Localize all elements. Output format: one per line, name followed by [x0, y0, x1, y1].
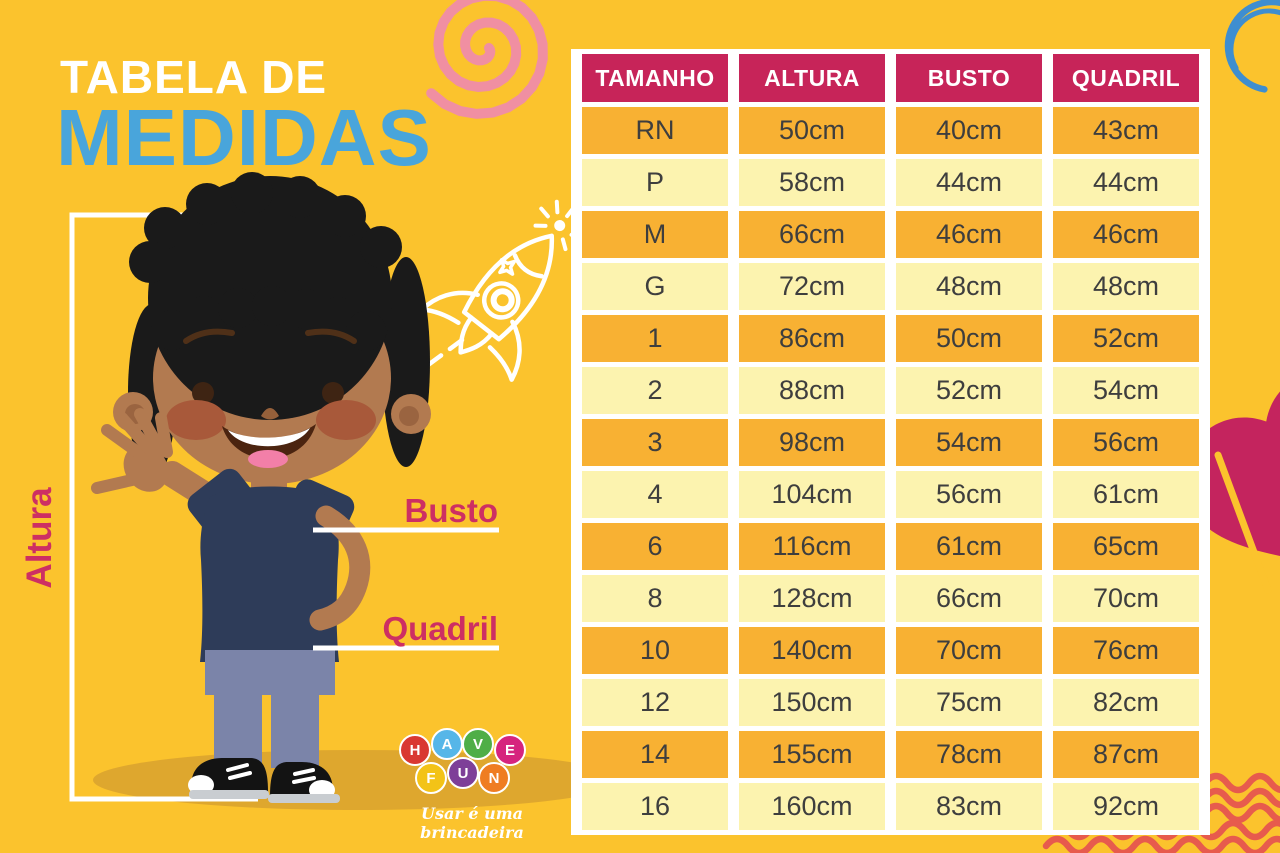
- logo-letter-circle: N: [478, 762, 510, 794]
- hip-cell: 65cm: [1053, 523, 1199, 570]
- hip-cell: 61cm: [1053, 471, 1199, 518]
- bust-label: Busto: [404, 492, 499, 529]
- table-row: P 58cm 44cm 44cm: [582, 159, 1199, 206]
- size-cell: 8: [582, 575, 728, 622]
- bust-cell: 46cm: [896, 211, 1042, 258]
- hip-cell: 56cm: [1053, 419, 1199, 466]
- table-row: 8 128cm 66cm 70cm: [582, 575, 1199, 622]
- table-row: RN 50cm 40cm 43cm: [582, 107, 1199, 154]
- height-cell: 72cm: [739, 263, 885, 310]
- table-header-row: TAMANHO ALTURA BUSTO QUADRIL: [582, 54, 1199, 102]
- logo-letter-circle: F: [415, 762, 447, 794]
- bust-cell: 50cm: [896, 315, 1042, 362]
- heart-icon: [1183, 370, 1280, 594]
- height-cell: 104cm: [739, 471, 885, 518]
- height-cell: 66cm: [739, 211, 885, 258]
- logo-letter-circle: U: [447, 757, 479, 789]
- hip-cell: 54cm: [1053, 367, 1199, 414]
- logo-letter-circle: E: [494, 734, 526, 766]
- table-row: 10 140cm 70cm 76cm: [582, 627, 1199, 674]
- bust-cell: 56cm: [896, 471, 1042, 518]
- size-cell: 1: [582, 315, 728, 362]
- hip-cell: 82cm: [1053, 679, 1199, 726]
- scribble-circle-icon: [1224, 0, 1280, 94]
- header-hip: QUADRIL: [1053, 54, 1199, 102]
- table-row: G 72cm 48cm 48cm: [582, 263, 1199, 310]
- waves-icon: [1042, 772, 1280, 853]
- table-row: M 66cm 46cm 46cm: [582, 211, 1199, 258]
- hip-cell: 92cm: [1053, 783, 1199, 830]
- table-row: 3 98cm 54cm 56cm: [582, 419, 1199, 466]
- size-cell: 14: [582, 731, 728, 778]
- bust-cell: 52cm: [896, 367, 1042, 414]
- hip-cell: 46cm: [1053, 211, 1199, 258]
- height-cell: 86cm: [739, 315, 885, 362]
- size-cell: 6: [582, 523, 728, 570]
- poster-title-line2: MEDIDAS: [56, 93, 432, 182]
- table-row: 6 116cm 61cm 65cm: [582, 523, 1199, 570]
- size-cell: 12: [582, 679, 728, 726]
- height-cell: 140cm: [739, 627, 885, 674]
- height-cell: 50cm: [739, 107, 885, 154]
- bust-cell: 61cm: [896, 523, 1042, 570]
- height-cell: 98cm: [739, 419, 885, 466]
- header-size: TAMANHO: [582, 54, 728, 102]
- logo-letter-circle: V: [462, 728, 494, 760]
- height-cell: 155cm: [739, 731, 885, 778]
- table-row: 16 160cm 83cm 92cm: [582, 783, 1199, 830]
- table-row: 4 104cm 56cm 61cm: [582, 471, 1199, 518]
- logo-tagline: Usar é uma brincadeira: [420, 804, 524, 842]
- height-cell: 128cm: [739, 575, 885, 622]
- size-cell: P: [582, 159, 728, 206]
- bust-cell: 70cm: [896, 627, 1042, 674]
- hip-cell: 70cm: [1053, 575, 1199, 622]
- size-cell: 10: [582, 627, 728, 674]
- height-cell: 58cm: [739, 159, 885, 206]
- size-cell: M: [582, 211, 728, 258]
- size-cell: 2: [582, 367, 728, 414]
- header-bust: BUSTO: [896, 54, 1042, 102]
- height-cell: 116cm: [739, 523, 885, 570]
- bust-cell: 75cm: [896, 679, 1042, 726]
- table-row: 14 155cm 78cm 87cm: [582, 731, 1199, 778]
- hip-cell: 87cm: [1053, 731, 1199, 778]
- hip-cell: 44cm: [1053, 159, 1199, 206]
- logo-letter-circle: H: [399, 734, 431, 766]
- bust-cell: 40cm: [896, 107, 1042, 154]
- height-cell: 88cm: [739, 367, 885, 414]
- size-cell: RN: [582, 107, 728, 154]
- hip-label: Quadril: [382, 610, 498, 647]
- size-cell: 4: [582, 471, 728, 518]
- bust-cell: 78cm: [896, 731, 1042, 778]
- poster-title-line1: TABELA DE: [60, 51, 328, 103]
- size-table: TAMANHO ALTURA BUSTO QUADRIL RN 50cm 40c…: [571, 49, 1210, 835]
- bust-cell: 83cm: [896, 783, 1042, 830]
- bust-cell: 44cm: [896, 159, 1042, 206]
- bust-cell: 48cm: [896, 263, 1042, 310]
- size-cell: G: [582, 263, 728, 310]
- table-row: 12 150cm 75cm 82cm: [582, 679, 1199, 726]
- height-label: Altura: [20, 487, 59, 589]
- hip-cell: 52cm: [1053, 315, 1199, 362]
- sneakers: [188, 758, 340, 803]
- height-cell: 160cm: [739, 783, 885, 830]
- size-cell: 16: [582, 783, 728, 830]
- height-cell: 150cm: [739, 679, 885, 726]
- hip-cell: 48cm: [1053, 263, 1199, 310]
- spiral-icon: [426, 0, 548, 119]
- header-height: ALTURA: [739, 54, 885, 102]
- hip-cell: 76cm: [1053, 627, 1199, 674]
- bust-cell: 54cm: [896, 419, 1042, 466]
- bust-cell: 66cm: [896, 575, 1042, 622]
- logo-letter-circle: A: [431, 728, 463, 760]
- hip-cell: 43cm: [1053, 107, 1199, 154]
- table-row: 1 86cm 50cm 52cm: [582, 315, 1199, 362]
- table-row: 2 88cm 52cm 54cm: [582, 367, 1199, 414]
- size-cell: 3: [582, 419, 728, 466]
- boy-illustration: [69, 172, 623, 810]
